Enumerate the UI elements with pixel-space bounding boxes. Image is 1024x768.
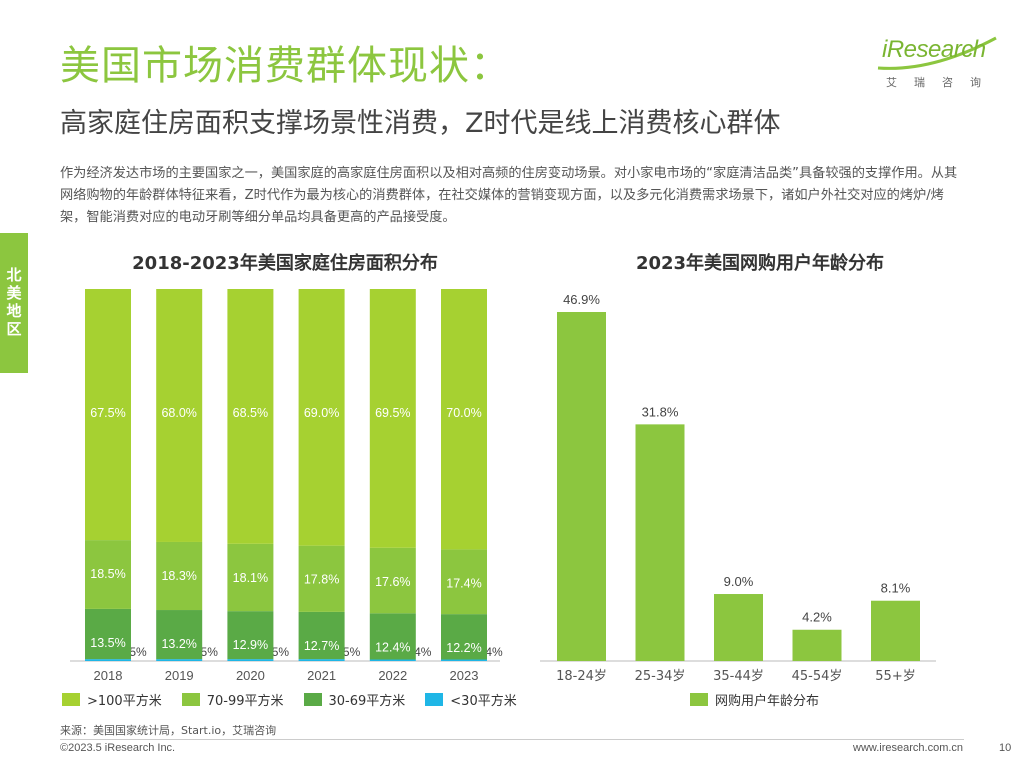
chart2-x-tick-label: 25-34岁 xyxy=(635,669,686,684)
intro-paragraph: 作为经济发达市场的主要国家之一，美国家庭的高家庭住房面积以及相对高频的住房变动场… xyxy=(60,166,958,225)
chart1-data-label: 18.5% xyxy=(90,567,125,581)
chart1-legend: >100平方米 70-99平方米 30-69平方米 <30平方米 xyxy=(62,690,537,709)
copyright: ©2023.5 iResearch Inc. xyxy=(60,742,176,754)
chart1-x-tick-label: 2022 xyxy=(378,668,407,683)
legend-swatch xyxy=(425,693,444,706)
legend-label: 70-99平方米 xyxy=(206,694,284,709)
iresearch-logo: iResearch 艾瑞咨询 xyxy=(872,32,1002,94)
chart1-bar-segment xyxy=(156,659,203,661)
chart2-bar xyxy=(557,312,606,661)
chart1-x-tick-label: 2018 xyxy=(94,668,123,683)
chart2-data-label: 46.9% xyxy=(563,292,600,307)
chart1-bar-segment xyxy=(227,659,274,661)
chart1-bar-segment xyxy=(85,540,131,609)
chart2-x-tick-label: 45-54岁 xyxy=(792,669,843,684)
chart1-bar-segment xyxy=(156,610,203,660)
chart1-data-label: 12.4% xyxy=(375,640,410,654)
legend-swatch xyxy=(181,693,200,706)
chart2-data-label: 4.2% xyxy=(802,610,832,625)
chart1-bar-segment xyxy=(369,289,416,548)
chart1-data-label: 69.0% xyxy=(304,406,339,420)
legend-label: <30平方米 xyxy=(450,694,517,709)
chart1-bar-segment xyxy=(369,547,416,614)
chart1-data-label: 17.6% xyxy=(375,575,410,589)
chart2-bar xyxy=(635,424,685,661)
legend-item: 网购用户年龄分布 xyxy=(690,690,819,709)
chart1-bar-segment xyxy=(227,543,274,612)
chart1-title: 2018-2023年美国家庭住房面积分布 xyxy=(132,253,438,274)
chart1-bar-segment xyxy=(85,608,131,660)
chart2-bar xyxy=(871,600,920,661)
chart1-data-label: 18.1% xyxy=(233,571,268,585)
chart2-legend: 网购用户年龄分布 xyxy=(690,690,839,709)
chart1-bar-segment xyxy=(85,289,131,541)
legend-label: >100平方米 xyxy=(87,694,162,709)
chart1-data-label: 69.5% xyxy=(375,406,410,420)
page-subtitle: 高家庭住房面积支撑场景性消费，Z时代是线上消费核心群体 xyxy=(60,108,781,139)
chart1-data-label: 17.4% xyxy=(446,576,481,590)
logo-brand: iResearch xyxy=(882,36,986,63)
chart1-bar-segment xyxy=(227,289,274,544)
chart1-bar-segment xyxy=(227,611,274,660)
chart2-x-tick-label: 55+岁 xyxy=(875,669,915,684)
logo-subtitle: 艾瑞咨询 xyxy=(886,76,998,89)
chart1-data-label: 17.8% xyxy=(304,573,339,587)
source-note: 来源：美国国家统计局，Start.io，艾瑞咨询 xyxy=(60,724,277,737)
chart1-data-label: 18.3% xyxy=(161,569,196,583)
legend-item: >100平方米 xyxy=(62,690,162,709)
chart2-bar xyxy=(792,629,842,661)
page-title: 美国市场消费群体现状： xyxy=(60,43,511,89)
chart1-data-label: 67.5% xyxy=(90,406,125,420)
chart1-data-label: 12.2% xyxy=(446,641,481,655)
chart1-bar-segment xyxy=(369,659,416,661)
chart2-x-tick-label: 35-44岁 xyxy=(713,669,764,684)
chart1-data-label: 12.9% xyxy=(233,638,268,652)
chart1-bar-segment xyxy=(298,545,345,612)
website-link[interactable]: www.iresearch.com.cn xyxy=(853,742,964,754)
chart2-x-tick-label: 18-24岁 xyxy=(556,669,607,684)
legend-item: 70-99平方米 xyxy=(181,690,284,709)
chart1-data-label: 68.5% xyxy=(233,406,268,420)
logo-swoosh-icon xyxy=(877,36,997,70)
legend-swatch xyxy=(62,693,80,706)
legend-item: <30平方米 xyxy=(425,690,517,709)
legend-label: 网购用户年龄分布 xyxy=(715,694,820,709)
legend-label: 30-69平方米 xyxy=(328,694,406,709)
chart1-bar-segment xyxy=(441,659,487,661)
chart1-bar-segment xyxy=(156,289,203,542)
chart1-bar-segment xyxy=(441,549,487,615)
chart1-x-tick-label: 2023 xyxy=(450,668,479,683)
legend-swatch xyxy=(690,693,708,706)
region-tab: 北美地区 xyxy=(0,233,28,373)
chart1-data-label: 12.7% xyxy=(304,639,339,653)
chart1-data-label: 13.2% xyxy=(161,637,196,651)
chart1-x-tick-label: 2020 xyxy=(236,668,265,683)
chart1-bar-segment xyxy=(298,289,345,546)
chart1-data-label: 13.5% xyxy=(90,636,125,650)
chart2-data-label: 31.8% xyxy=(642,404,679,419)
page-number: 10 xyxy=(999,742,1012,754)
chart1-bar-segment xyxy=(369,613,416,660)
chart1-x-tick-label: 2019 xyxy=(165,668,194,683)
chart1-bar-segment xyxy=(85,659,131,661)
chart1-bar-segment xyxy=(156,541,203,611)
chart2-bar xyxy=(714,594,763,661)
chart1-data-label: 70.0% xyxy=(446,406,481,420)
chart2-data-label: 8.1% xyxy=(881,581,911,596)
chart1-bar-segment xyxy=(298,611,345,660)
footer-divider xyxy=(60,739,964,740)
chart1-x-tick-label: 2021 xyxy=(307,668,336,683)
chart1-bar-segment xyxy=(441,614,487,660)
chart1-data-label: 68.0% xyxy=(161,406,196,420)
legend-swatch xyxy=(303,693,322,706)
chart1-bar-segment xyxy=(298,659,345,661)
chart2-data-label: 9.0% xyxy=(724,574,754,589)
chart2-title: 2023年美国网购用户年龄分布 xyxy=(635,253,885,274)
legend-item: 30-69平方米 xyxy=(303,690,406,709)
chart1-bar-segment xyxy=(441,289,487,550)
